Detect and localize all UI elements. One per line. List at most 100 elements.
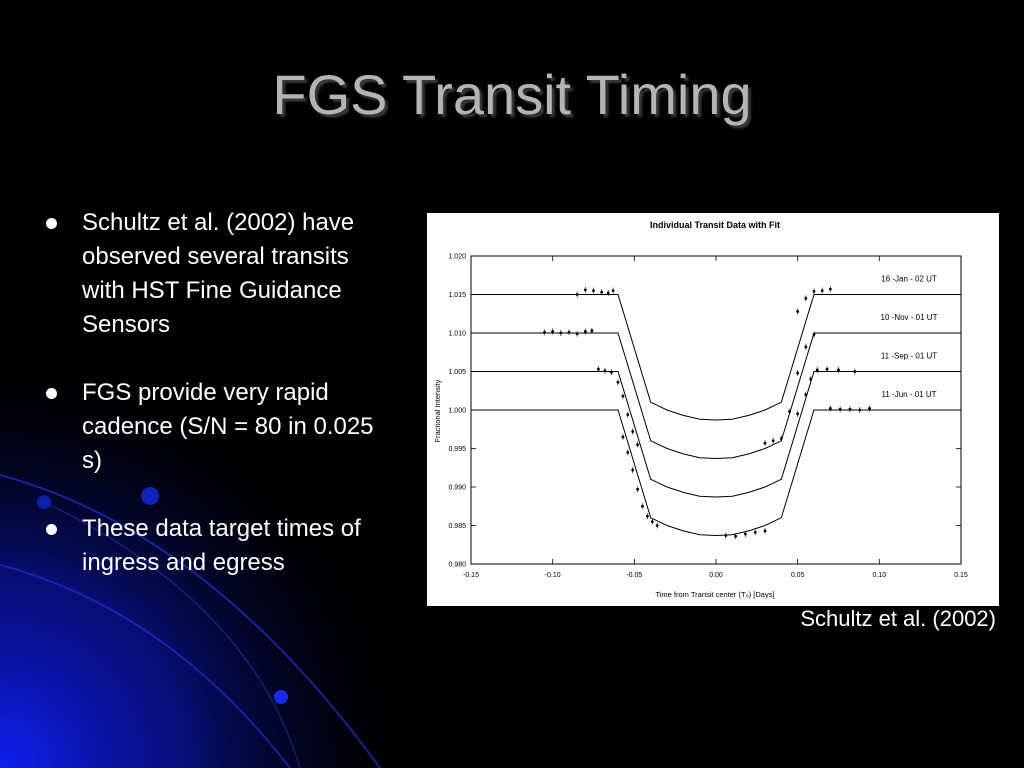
data-point xyxy=(828,407,832,410)
y-tick-label: 0.990 xyxy=(448,485,466,492)
figure-caption: Schultz et al. (2002) xyxy=(800,606,996,631)
series-label: 11 -Jun - 01 UT xyxy=(882,390,937,399)
data-point xyxy=(616,380,620,384)
data-point xyxy=(809,377,813,381)
chart-panel: Individual Transit Data with Fit Time fr… xyxy=(427,213,999,606)
data-point xyxy=(611,289,615,293)
data-point xyxy=(771,439,775,443)
bullet-text: FGS provide very rapid cadence (S/N = 80… xyxy=(82,379,374,474)
data-point xyxy=(763,529,767,533)
y-axis-label: Fractional Intensity xyxy=(433,379,442,442)
bullet-dot-icon xyxy=(46,388,57,399)
x-tick-label: 0.00 xyxy=(709,572,723,579)
data-point xyxy=(631,468,635,472)
data-point xyxy=(763,441,767,445)
data-point xyxy=(631,430,635,433)
data-point xyxy=(551,330,555,333)
x-tick-label: -0.15 xyxy=(463,572,479,579)
data-point xyxy=(779,437,783,440)
data-point xyxy=(600,290,604,294)
data-point xyxy=(804,296,808,300)
data-point xyxy=(825,367,829,371)
data-point xyxy=(559,331,563,335)
bullet-item: These data target times of ingress and e… xyxy=(42,512,392,580)
series-line xyxy=(471,371,961,498)
data-point xyxy=(597,367,600,371)
data-point xyxy=(621,435,625,439)
data-point xyxy=(636,443,639,447)
y-tick-label: 1.015 xyxy=(448,292,466,299)
data-point xyxy=(626,413,630,417)
data-point xyxy=(838,407,842,411)
x-tick-label: -0.05 xyxy=(626,572,642,579)
bullet-item: Schultz et al. (2002) have observed seve… xyxy=(42,206,392,342)
data-point xyxy=(812,290,816,293)
data-point xyxy=(734,534,737,538)
data-point xyxy=(583,288,587,292)
y-tick-label: 1.000 xyxy=(448,408,466,415)
data-point xyxy=(650,520,654,524)
data-point xyxy=(858,408,862,412)
data-point xyxy=(543,330,546,334)
slide-title: FGS Transit Timing xyxy=(272,63,752,126)
data-point xyxy=(812,333,816,336)
data-point xyxy=(815,368,819,372)
data-point xyxy=(828,287,832,291)
data-point xyxy=(626,450,630,454)
data-point xyxy=(804,345,808,349)
data-point xyxy=(641,504,644,508)
data-point xyxy=(820,289,824,293)
bullet-text: Schultz et al. (2002) have observed seve… xyxy=(82,209,355,338)
data-point xyxy=(848,407,852,411)
data-point xyxy=(610,370,613,374)
bullet-list: Schultz et al. (2002) have observed seve… xyxy=(42,206,392,614)
chart-svg: Individual Transit Data with Fit Time fr… xyxy=(433,220,968,599)
data-point xyxy=(796,371,800,375)
data-point xyxy=(788,410,791,413)
x-tick-label: -0.10 xyxy=(545,572,561,579)
data-point xyxy=(744,532,747,536)
data-point xyxy=(804,393,808,396)
series-line xyxy=(471,294,961,421)
x-tick-label: 0.05 xyxy=(791,572,805,579)
data-point xyxy=(724,534,728,537)
data-point xyxy=(868,407,871,410)
data-point xyxy=(621,394,625,398)
y-tick-label: 1.020 xyxy=(448,254,466,261)
series-line xyxy=(471,332,961,460)
data-point xyxy=(646,514,649,518)
data-point xyxy=(592,289,595,293)
y-tick-label: 1.005 xyxy=(448,369,466,376)
x-tick-label: 0.10 xyxy=(873,572,887,579)
data-point xyxy=(796,310,800,313)
y-tick-label: 1.010 xyxy=(448,331,466,338)
series-line xyxy=(471,409,961,537)
y-tick-label: 0.980 xyxy=(448,562,466,569)
data-point xyxy=(796,412,800,416)
x-axis-label: Time from Transit center (T₀) [Days] xyxy=(655,590,774,599)
data-point xyxy=(636,487,639,491)
data-point xyxy=(575,293,579,296)
data-point xyxy=(753,531,757,534)
data-point xyxy=(575,332,579,336)
x-tick-label: 0.15 xyxy=(954,572,968,579)
bullet-dot-icon xyxy=(46,218,57,229)
data-point xyxy=(583,330,587,333)
bullet-text: These data target times of ingress and e… xyxy=(82,515,361,576)
series-label: 10 -Nov - 01 UT xyxy=(881,313,938,322)
bullet-item: FGS provide very rapid cadence (S/N = 80… xyxy=(42,376,392,478)
data-point xyxy=(655,524,659,527)
bullet-dot-icon xyxy=(46,524,57,535)
y-tick-label: 0.985 xyxy=(448,523,466,530)
data-point xyxy=(853,370,857,373)
series-label: 16 -Jan - 02 UT xyxy=(881,275,937,284)
data-point xyxy=(567,330,571,334)
y-tick-label: 0.995 xyxy=(448,446,466,453)
series-label: 11 -Sep - 01 UT xyxy=(881,352,937,361)
data-point xyxy=(590,329,594,333)
data-point xyxy=(603,369,607,373)
chart-title: Individual Transit Data with Fit xyxy=(650,220,780,230)
data-point xyxy=(837,368,840,372)
data-point xyxy=(606,291,610,295)
